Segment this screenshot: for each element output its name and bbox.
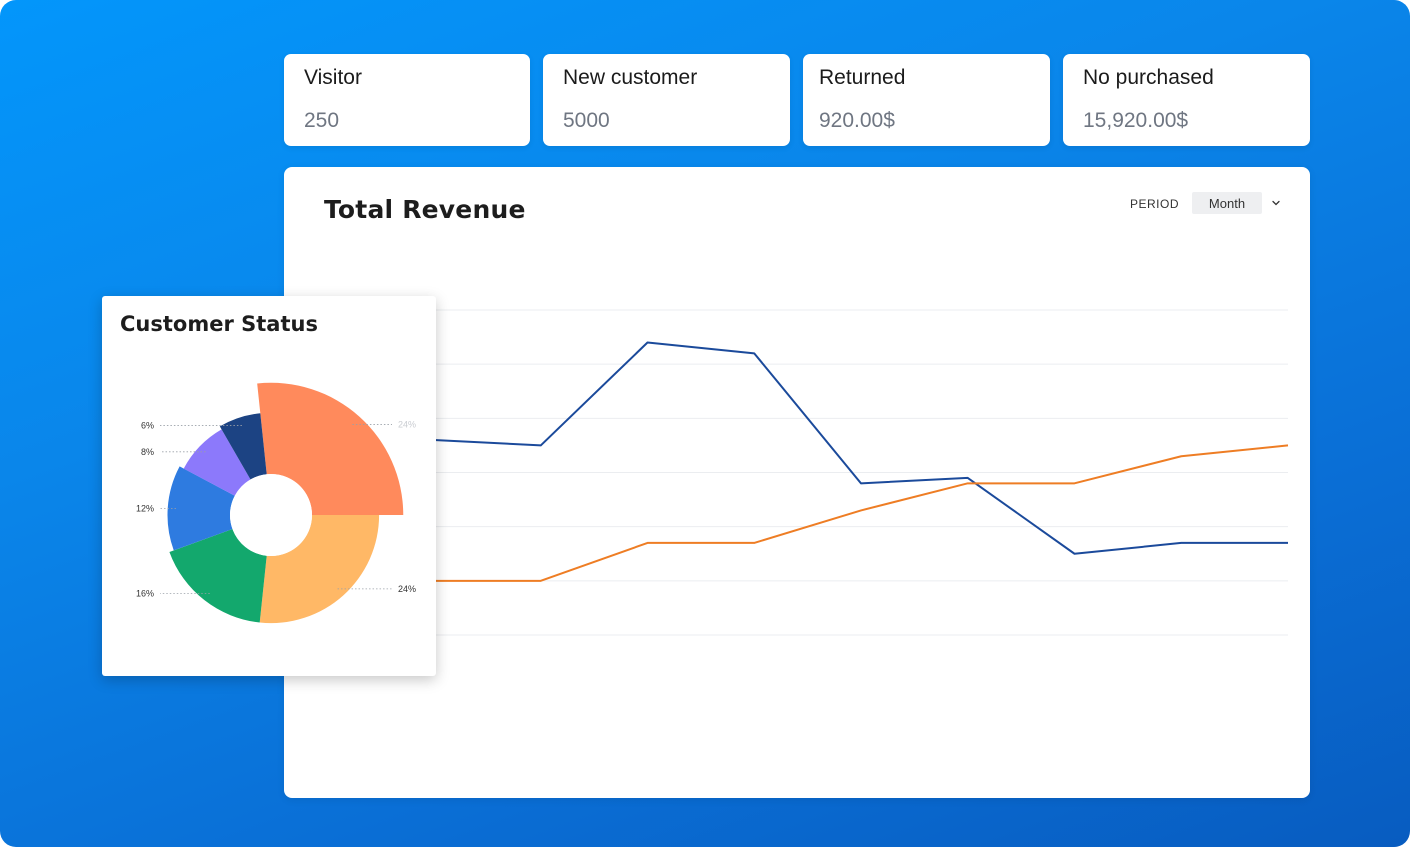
total-revenue-panel: Total Revenue PERIOD Month xyxy=(284,167,1310,798)
pie-slice-0 xyxy=(257,382,404,515)
period-select[interactable]: Month xyxy=(1192,192,1262,214)
pie-slice-label: 24% xyxy=(398,584,416,594)
stat-value: 5000 xyxy=(563,109,610,132)
revenue-line-chart xyxy=(433,309,1289,636)
stat-card-returned: Returned 920.00$ xyxy=(803,54,1050,146)
pie-slice-label: 16% xyxy=(136,588,154,598)
pie-slice-label: 8% xyxy=(141,447,154,457)
stat-title: Visitor xyxy=(304,66,362,89)
stat-title: Returned xyxy=(819,66,906,89)
stat-card-new-customer: New customer 5000 xyxy=(543,54,790,146)
period-value: Month xyxy=(1208,196,1246,211)
stat-card-visitor: Visitor 250 xyxy=(284,54,530,146)
pie-center-hole xyxy=(230,474,312,556)
customer-status-card: 24% 24% 16% 12% 8% 6% Customer Status xyxy=(102,296,436,676)
pie-slice-1 xyxy=(259,515,380,624)
pie-slice-label: 24% xyxy=(398,420,416,430)
pie-slice-label: 6% xyxy=(141,420,154,430)
stat-value: 250 xyxy=(304,109,340,132)
customer-status-title: Customer Status xyxy=(120,312,318,336)
pie-slice-2 xyxy=(169,529,267,623)
customer-status-pie-chart: 24% 24% 16% 12% 8% 6% xyxy=(136,382,416,624)
pie-slice-4 xyxy=(183,429,251,496)
series-line-0 xyxy=(433,341,1288,555)
stat-card-no-purchased: No purchased 15,920.00$ xyxy=(1063,54,1310,146)
stat-value: 15,920.00$ xyxy=(1083,109,1189,132)
chevron-down-icon[interactable] xyxy=(1270,197,1282,209)
pie-slice-label: 12% xyxy=(136,503,154,513)
pie-slice-5 xyxy=(219,413,267,480)
period-label: PERIOD xyxy=(1130,197,1180,211)
revenue-title: Total Revenue xyxy=(324,195,526,224)
pie-slice-3 xyxy=(167,466,235,551)
stat-title: No purchased xyxy=(1083,66,1214,89)
stat-title: New customer xyxy=(563,66,698,89)
series-line-1 xyxy=(434,444,1289,582)
stat-value: 920.00$ xyxy=(819,109,895,132)
